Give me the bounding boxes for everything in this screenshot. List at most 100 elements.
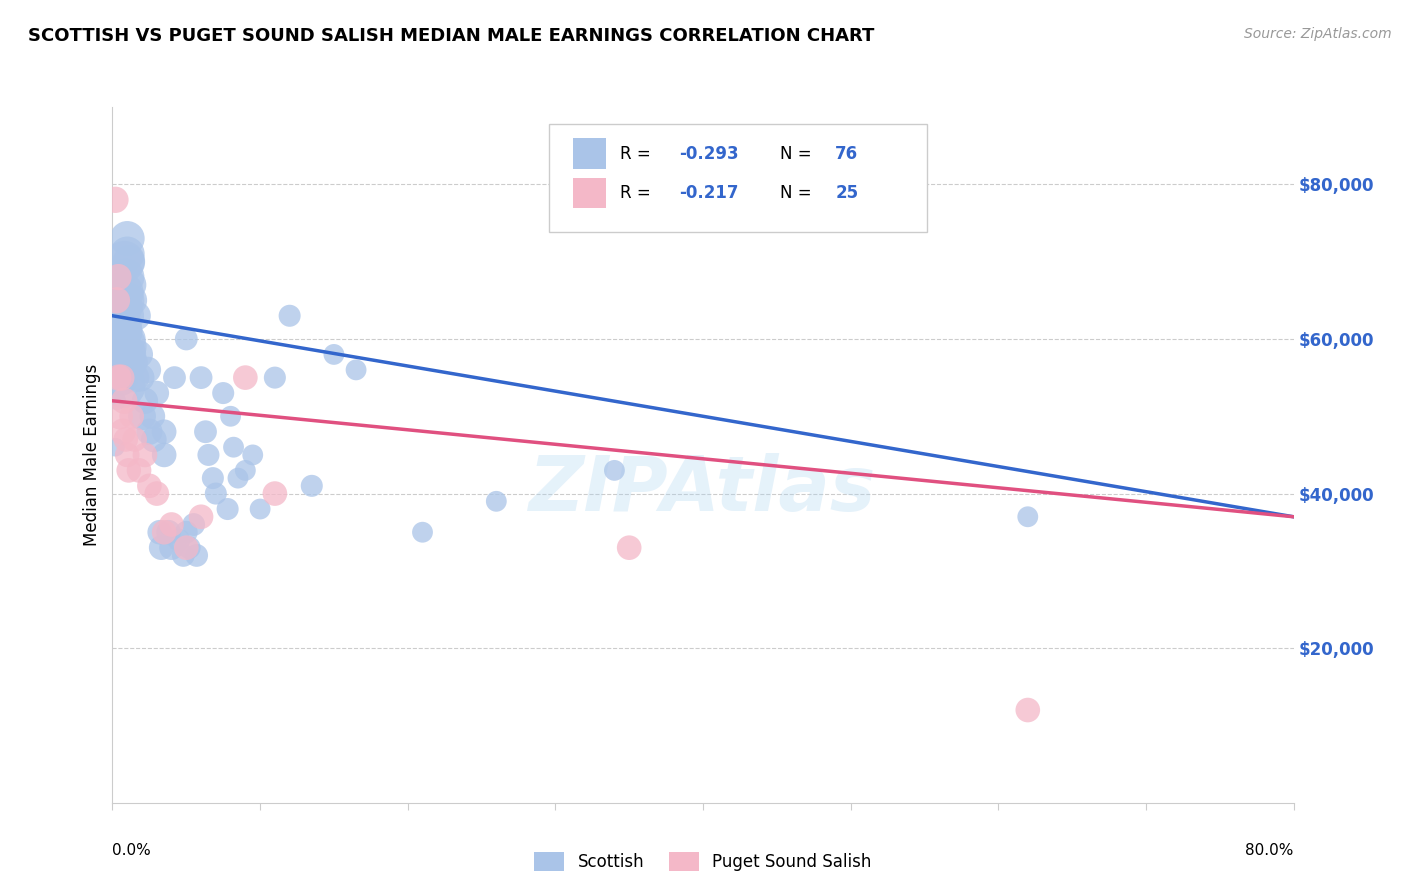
Point <box>110 355 132 369</box>
Point <box>125 309 148 323</box>
Point <box>226 471 249 485</box>
Point <box>197 448 219 462</box>
Point <box>134 393 156 408</box>
Point <box>150 541 173 555</box>
Point <box>121 409 143 424</box>
Point <box>107 277 129 292</box>
Point <box>105 293 128 308</box>
Point <box>112 347 135 361</box>
Point <box>205 486 228 500</box>
Point <box>1017 509 1039 524</box>
Point <box>264 370 287 384</box>
Point <box>219 409 242 424</box>
Point <box>110 370 132 384</box>
Point <box>619 541 641 555</box>
Text: SCOTTISH VS PUGET SOUND SALISH MEDIAN MALE EARNINGS CORRELATION CHART: SCOTTISH VS PUGET SOUND SALISH MEDIAN MA… <box>28 27 875 45</box>
Point <box>201 471 224 485</box>
Point <box>117 231 138 245</box>
Point <box>110 324 132 338</box>
Y-axis label: Median Male Earnings: Median Male Earnings <box>83 364 101 546</box>
Point <box>153 448 176 462</box>
Point <box>153 425 176 439</box>
Point <box>411 525 433 540</box>
Point <box>194 425 217 439</box>
Point <box>124 370 146 384</box>
Point <box>122 355 145 369</box>
Point <box>105 393 128 408</box>
Point <box>124 433 146 447</box>
Point <box>108 409 131 424</box>
FancyBboxPatch shape <box>550 124 928 232</box>
Point <box>179 541 201 555</box>
Point <box>142 433 165 447</box>
Point <box>108 347 131 361</box>
Point <box>120 277 142 292</box>
Point <box>1017 703 1039 717</box>
Point <box>134 448 156 462</box>
Point <box>111 285 134 300</box>
FancyBboxPatch shape <box>574 138 606 169</box>
Point <box>120 332 142 346</box>
Point <box>138 425 160 439</box>
Point <box>121 293 143 308</box>
Point <box>174 525 197 540</box>
Point <box>111 340 134 354</box>
Point <box>118 254 141 268</box>
Point <box>107 270 129 285</box>
Point <box>163 370 186 384</box>
Point <box>153 525 176 540</box>
Point <box>174 332 197 346</box>
Point <box>485 494 508 508</box>
Text: -0.293: -0.293 <box>679 145 740 162</box>
Point <box>108 317 131 331</box>
Point <box>112 393 135 408</box>
Point <box>249 502 271 516</box>
Point <box>157 525 180 540</box>
Point <box>233 463 256 477</box>
Point <box>136 363 159 377</box>
Point <box>138 479 160 493</box>
Point <box>217 502 239 516</box>
Point <box>112 309 135 323</box>
Point <box>117 247 138 261</box>
Text: N =: N = <box>780 145 817 162</box>
Point <box>105 332 128 346</box>
Point <box>110 317 132 331</box>
Text: 25: 25 <box>835 184 859 202</box>
Point <box>323 347 346 361</box>
Text: R =: R = <box>620 145 657 162</box>
Point <box>108 370 131 384</box>
Point <box>108 309 131 323</box>
Point <box>104 193 127 207</box>
Point <box>110 301 132 315</box>
Point <box>112 254 135 268</box>
Text: 80.0%: 80.0% <box>1246 843 1294 858</box>
Text: 76: 76 <box>835 145 859 162</box>
Point <box>160 517 183 532</box>
Point <box>129 370 152 384</box>
Point <box>111 425 134 439</box>
Point <box>114 270 136 285</box>
Point <box>344 363 367 377</box>
Point <box>149 525 172 540</box>
Point <box>301 479 323 493</box>
Point <box>172 549 194 563</box>
Point <box>160 541 183 555</box>
Text: N =: N = <box>780 184 817 202</box>
Point <box>131 409 153 424</box>
Point <box>212 386 235 401</box>
Point <box>264 486 287 500</box>
Point <box>114 433 136 447</box>
Text: R =: R = <box>620 184 657 202</box>
Text: Source: ZipAtlas.com: Source: ZipAtlas.com <box>1244 27 1392 41</box>
Point <box>146 486 169 500</box>
Point <box>111 324 134 338</box>
Point <box>603 463 626 477</box>
Point <box>278 309 301 323</box>
Point <box>190 370 212 384</box>
Point <box>117 448 138 462</box>
Legend: Scottish, Puget Sound Salish: Scottish, Puget Sound Salish <box>527 846 879 878</box>
Point <box>186 549 208 563</box>
FancyBboxPatch shape <box>574 178 606 209</box>
Text: 0.0%: 0.0% <box>112 843 152 858</box>
